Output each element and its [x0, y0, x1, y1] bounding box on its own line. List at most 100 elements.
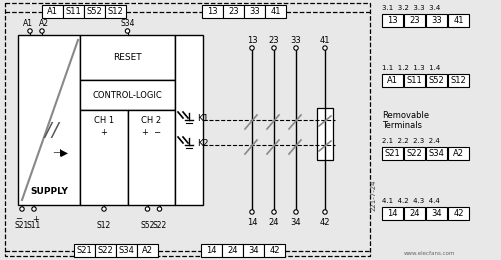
- Circle shape: [157, 207, 162, 211]
- Bar: [382, 14, 403, 27]
- Text: 13: 13: [246, 36, 258, 44]
- Bar: [317, 108, 333, 160]
- Bar: [448, 207, 469, 220]
- Text: S12: S12: [450, 76, 466, 85]
- Circle shape: [250, 46, 254, 50]
- Bar: [116, 244, 137, 257]
- Text: CH 1: CH 1: [94, 115, 114, 125]
- Text: 34: 34: [248, 246, 259, 255]
- Circle shape: [32, 207, 36, 211]
- Text: A1: A1: [47, 7, 58, 16]
- Bar: [63, 5, 84, 18]
- Text: 33: 33: [431, 16, 442, 25]
- Text: 24: 24: [409, 209, 420, 218]
- Text: S34: S34: [120, 18, 135, 28]
- Bar: [426, 147, 447, 160]
- Text: S22: S22: [98, 246, 113, 255]
- Text: 34: 34: [291, 218, 301, 226]
- Bar: [222, 244, 243, 257]
- Bar: [128, 110, 175, 205]
- Circle shape: [125, 29, 130, 33]
- Bar: [244, 5, 265, 18]
- Text: S21: S21: [385, 149, 400, 158]
- Text: www.elecfans.com: www.elecfans.com: [404, 251, 456, 256]
- Text: 41: 41: [453, 16, 464, 25]
- Bar: [95, 244, 116, 257]
- Text: RESET: RESET: [113, 53, 142, 62]
- Text: 24: 24: [269, 218, 279, 226]
- Bar: [382, 147, 403, 160]
- Bar: [18, 35, 80, 205]
- Text: S34: S34: [428, 149, 444, 158]
- Text: 221-7-24: 221-7-24: [371, 179, 377, 211]
- Bar: [382, 74, 403, 87]
- Text: A2: A2: [453, 149, 464, 158]
- Text: S34: S34: [119, 246, 134, 255]
- Circle shape: [272, 210, 276, 214]
- Text: K2: K2: [197, 139, 208, 147]
- Text: S11: S11: [66, 7, 81, 16]
- Bar: [382, 207, 403, 220]
- Text: K1: K1: [197, 114, 208, 122]
- Bar: [201, 244, 222, 257]
- Text: S12: S12: [97, 220, 111, 230]
- Text: S11: S11: [407, 76, 422, 85]
- Text: S11: S11: [27, 220, 41, 230]
- Bar: [243, 244, 264, 257]
- Text: 3.1  3.2  3.3  3.4: 3.1 3.2 3.3 3.4: [382, 5, 440, 11]
- Circle shape: [40, 29, 44, 33]
- Bar: [175, 35, 203, 205]
- Text: S52: S52: [140, 220, 155, 230]
- Bar: [80, 35, 175, 80]
- Circle shape: [102, 207, 106, 211]
- Text: S21: S21: [77, 246, 92, 255]
- Text: 41: 41: [270, 7, 281, 16]
- Bar: [74, 244, 95, 257]
- Bar: [264, 244, 285, 257]
- Text: 13: 13: [207, 7, 218, 16]
- Text: +: +: [33, 214, 40, 224]
- Text: +  −: + −: [142, 127, 161, 136]
- Bar: [404, 207, 425, 220]
- Bar: [80, 110, 128, 205]
- Circle shape: [20, 207, 24, 211]
- Text: ⊣▶: ⊣▶: [52, 148, 68, 158]
- Text: /: /: [52, 120, 58, 140]
- Bar: [404, 147, 425, 160]
- Bar: [448, 147, 469, 160]
- Text: 23: 23: [228, 7, 239, 16]
- Circle shape: [323, 46, 327, 50]
- Text: 34: 34: [431, 209, 442, 218]
- Bar: [426, 14, 447, 27]
- Circle shape: [28, 29, 32, 33]
- Text: CONTROL-LOGIC: CONTROL-LOGIC: [93, 90, 162, 100]
- Text: A2: A2: [39, 18, 49, 28]
- Bar: [426, 74, 447, 87]
- Bar: [265, 5, 286, 18]
- Circle shape: [272, 46, 276, 50]
- Bar: [5, 3, 370, 256]
- Circle shape: [294, 46, 298, 50]
- Text: 14: 14: [387, 209, 398, 218]
- Text: 23: 23: [269, 36, 280, 44]
- Text: 33: 33: [249, 7, 260, 16]
- Text: −: −: [16, 214, 23, 224]
- Bar: [42, 5, 63, 18]
- Bar: [426, 207, 447, 220]
- Text: 33: 33: [291, 36, 302, 44]
- Circle shape: [250, 210, 254, 214]
- Text: 1.1  1.2  1.3  1.4: 1.1 1.2 1.3 1.4: [382, 65, 440, 71]
- Text: 14: 14: [247, 218, 257, 226]
- Text: CH 2: CH 2: [141, 115, 161, 125]
- Text: S52: S52: [87, 7, 102, 16]
- Text: 14: 14: [206, 246, 217, 255]
- Bar: [223, 5, 244, 18]
- Text: 23: 23: [409, 16, 420, 25]
- Bar: [448, 14, 469, 27]
- Text: SUPPLY: SUPPLY: [30, 186, 68, 196]
- Bar: [448, 74, 469, 87]
- Text: 13: 13: [387, 16, 398, 25]
- Text: 2.1  2.2  2.3  2.4: 2.1 2.2 2.3 2.4: [382, 138, 440, 144]
- Circle shape: [294, 210, 298, 214]
- Text: 42: 42: [269, 246, 280, 255]
